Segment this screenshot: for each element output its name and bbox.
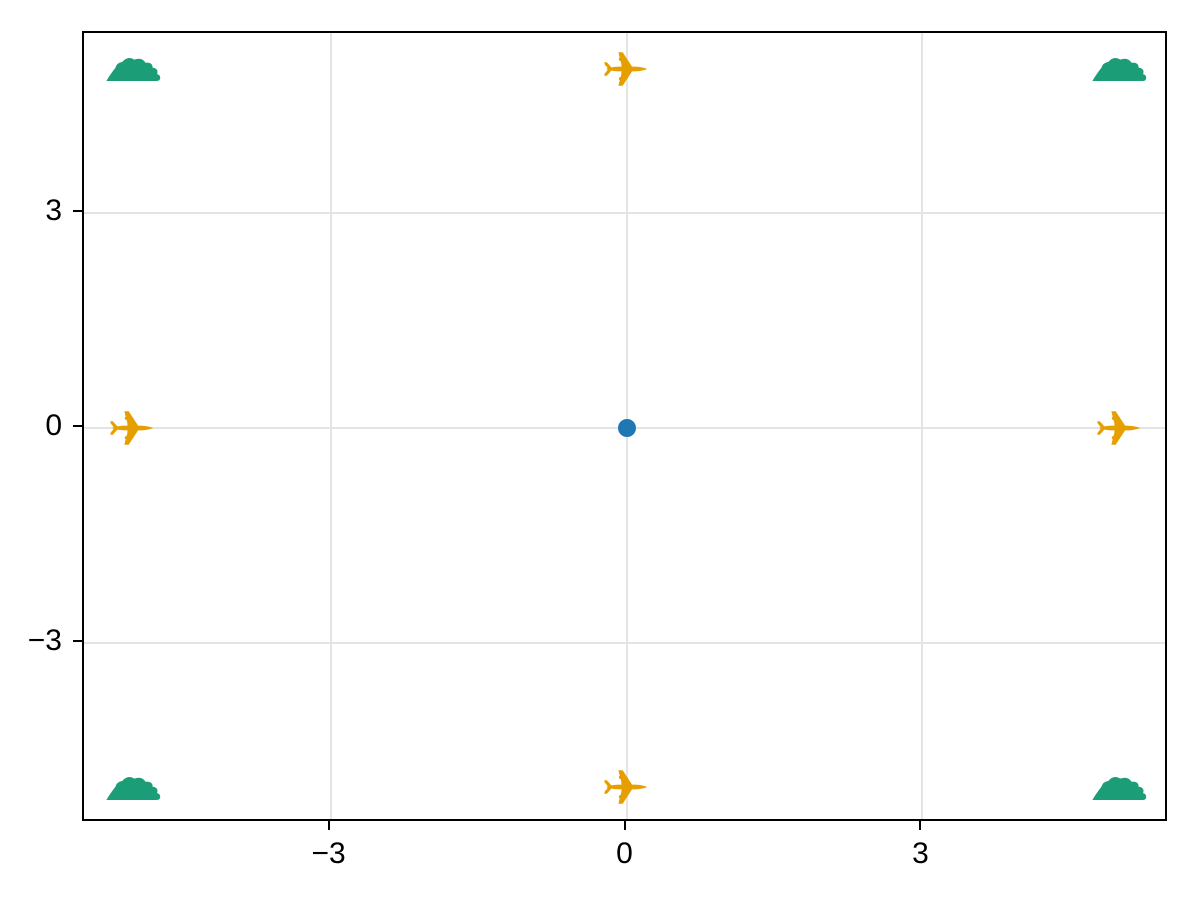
airplane-marker	[108, 403, 158, 453]
plot-area	[82, 31, 1167, 821]
cloud-icon	[1092, 58, 1147, 82]
airplane-icon	[603, 52, 647, 86]
y-tick	[73, 209, 82, 212]
cloud-icon	[106, 776, 161, 800]
cloud-marker	[1091, 773, 1148, 802]
x-tick	[327, 821, 330, 830]
y-tick-label: −3	[27, 624, 62, 658]
x-tick-label: 0	[616, 837, 633, 870]
cloud-marker	[105, 773, 162, 802]
airplane-marker	[1095, 403, 1145, 453]
v-gridline	[921, 33, 924, 819]
airplane-marker	[602, 44, 652, 94]
cloud-marker	[1091, 54, 1148, 83]
v-gridline	[625, 33, 628, 819]
h-gridline	[84, 211, 1165, 214]
cloud-icon	[106, 58, 161, 82]
airplane-icon	[110, 411, 154, 445]
v-gridline	[329, 33, 332, 819]
y-tick-label: 3	[45, 193, 62, 227]
y-tick	[73, 425, 82, 427]
airplane-icon	[603, 770, 647, 804]
gridlines-layer	[84, 33, 1165, 819]
h-gridline	[84, 427, 1165, 429]
x-tick-label: 3	[912, 837, 929, 870]
y-tick	[73, 640, 82, 643]
airplane-icon	[1096, 411, 1140, 445]
y-tick-label: 0	[45, 409, 62, 442]
center-dot-marker	[617, 419, 636, 437]
cloud-marker	[105, 54, 162, 83]
markers-layer	[84, 33, 1165, 819]
h-gridline	[84, 642, 1165, 645]
x-tick-label: −3	[311, 837, 346, 870]
x-tick	[623, 821, 626, 830]
x-tick	[919, 821, 922, 830]
airplane-marker	[602, 762, 652, 812]
cloud-icon	[1092, 776, 1147, 800]
